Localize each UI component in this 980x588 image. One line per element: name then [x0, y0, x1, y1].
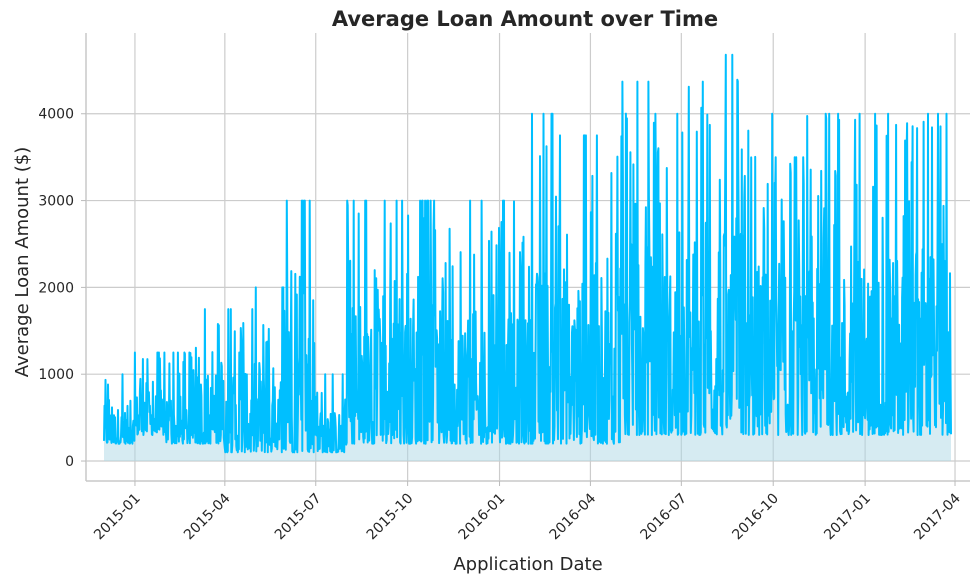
x-tick-label: 2016-07: [637, 491, 690, 544]
x-ticks: 2015-01 2015-04 2015-07 2015-10 2016-01 2016-…: [91, 481, 964, 543]
x-tick-label: 2016-04: [547, 490, 600, 543]
x-tick-label: 2016-10: [729, 491, 782, 544]
y-ticks: 0 1000 2000 3000 4000: [38, 107, 86, 470]
axes: [85, 33, 970, 482]
x-tick-label: 2017-01: [821, 491, 874, 544]
x-tick-label: 2016-01: [456, 491, 509, 544]
y-tick-label: 2000: [38, 280, 74, 296]
chart-title: Average Loan Amount over Time: [332, 7, 718, 31]
x-tick-label: 2015-07: [272, 491, 325, 544]
x-tick-label: 2015-10: [364, 491, 417, 544]
series-line: [103, 53, 952, 454]
x-tick-label: 2015-01: [91, 491, 144, 544]
y-tick-label: 4000: [38, 107, 74, 123]
y-axis-label: Average Loan Amount ($): [12, 147, 33, 377]
x-axis-label: Application Date: [453, 554, 602, 575]
y-tick-label: 3000: [38, 194, 74, 210]
y-tick-label: 0: [65, 454, 74, 470]
x-tick-label: 2015-04: [181, 490, 234, 543]
y-tick-label: 1000: [38, 367, 74, 383]
x-tick-label: 2017-04: [911, 490, 964, 543]
data-line: [103, 53, 952, 454]
